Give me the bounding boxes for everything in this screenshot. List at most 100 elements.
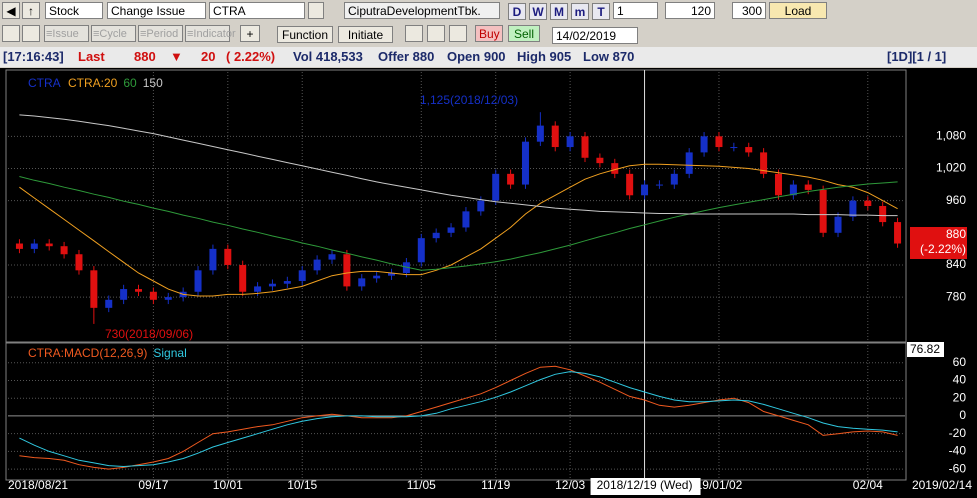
candle-body bbox=[566, 136, 574, 148]
candle-body bbox=[254, 286, 262, 292]
candle-body bbox=[626, 173, 634, 196]
candle-body bbox=[60, 246, 68, 255]
candle-body bbox=[477, 200, 485, 212]
candle-body bbox=[75, 254, 83, 271]
x-tick-label: 19/01/02 bbox=[696, 478, 743, 492]
candle-body bbox=[492, 173, 500, 201]
y-tick-label: 960 bbox=[946, 193, 966, 207]
y-tick-label: 1,080 bbox=[936, 128, 966, 142]
last-price: 880 bbox=[134, 49, 156, 64]
candle-body bbox=[402, 262, 410, 273]
candle-body bbox=[15, 243, 23, 249]
period-button[interactable]: T bbox=[592, 3, 610, 20]
candle-body bbox=[462, 211, 470, 228]
icon-button[interactable] bbox=[405, 25, 423, 42]
icon-button[interactable] bbox=[449, 25, 467, 42]
sell-button[interactable]: Sell bbox=[508, 25, 540, 42]
filter-button[interactable]: ≡Period bbox=[138, 25, 183, 42]
buy-button[interactable]: Buy bbox=[475, 25, 503, 42]
change-pct: ( 2.22%) bbox=[226, 49, 276, 64]
filter-button[interactable]: ≡Issue bbox=[44, 25, 89, 42]
x-tick-label: 2018/08/21 bbox=[8, 478, 68, 492]
filter-button[interactable]: ≡Cycle bbox=[91, 25, 136, 42]
count-input[interactable]: 300 bbox=[732, 2, 766, 19]
x-tick-label: 2019/02/14 bbox=[912, 478, 972, 492]
legend-entry: CTRA:MACD(12,26,9) bbox=[28, 346, 147, 360]
bars-input[interactable]: 120 bbox=[665, 2, 715, 19]
candle-body bbox=[551, 125, 559, 148]
candle-body bbox=[774, 173, 782, 196]
y-tick-label: 840 bbox=[946, 257, 966, 271]
open: Open 900 bbox=[447, 49, 506, 64]
company-name: CiputraDevelopmentTbk. bbox=[344, 2, 500, 19]
filter-button[interactable]: ≡Indicator bbox=[185, 25, 236, 42]
x-tick-label: 02/04 bbox=[853, 478, 883, 492]
price-tag bbox=[910, 227, 967, 259]
candle-body bbox=[149, 291, 157, 300]
moving-average-line bbox=[19, 163, 898, 297]
icon-button[interactable] bbox=[308, 2, 324, 19]
interval-select[interactable]: 1 bbox=[613, 2, 658, 19]
chart: 780 840 960 1,020 1,080 -60 -40 -20 0 20 40 60 CTRA C… bbox=[0, 68, 977, 498]
candle-body bbox=[45, 243, 53, 247]
volume: Vol 418,533 bbox=[293, 49, 363, 64]
view: [1D][1 / 1] bbox=[887, 49, 947, 64]
y-tick-label: -20 bbox=[949, 426, 967, 440]
date-input[interactable]: 14/02/2019 bbox=[552, 27, 638, 44]
status-bar: [17:16:43] Last 880 ▼ 20 ( 2.22%) Vol 41… bbox=[0, 47, 977, 67]
candle-body bbox=[685, 152, 693, 174]
candle-body bbox=[789, 184, 797, 196]
panel-frame bbox=[5, 342, 907, 481]
macd-tag bbox=[907, 342, 944, 357]
candle-body bbox=[194, 270, 202, 292]
candle-body bbox=[507, 173, 515, 185]
icon-button[interactable] bbox=[2, 25, 20, 42]
mode-select[interactable]: Change Issue bbox=[107, 2, 206, 19]
candle-body bbox=[209, 248, 217, 271]
time: [17:16:43] bbox=[3, 49, 64, 64]
icon-button[interactable]: + bbox=[240, 25, 260, 42]
x-tick-label: 11/05 bbox=[407, 478, 436, 492]
type-select[interactable]: Stock bbox=[45, 2, 103, 19]
load-button[interactable]: Load bbox=[769, 2, 827, 19]
candle-body bbox=[715, 136, 723, 148]
period-button[interactable]: m bbox=[571, 3, 589, 20]
code-input[interactable]: CTRA bbox=[209, 2, 305, 19]
last-price-tag: 880 bbox=[946, 227, 966, 241]
y-tick-label: 0 bbox=[959, 408, 966, 422]
candle-body bbox=[596, 157, 604, 164]
candle-body bbox=[388, 273, 396, 276]
initiate-button[interactable]: Initiate bbox=[338, 26, 393, 43]
panel-frame bbox=[5, 69, 907, 343]
legend-entry: Signal bbox=[153, 346, 186, 360]
icon-button[interactable] bbox=[22, 25, 40, 42]
candle-body bbox=[224, 248, 232, 265]
period-button[interactable]: D bbox=[508, 3, 526, 20]
candle-body bbox=[894, 222, 902, 244]
period-button[interactable]: M bbox=[550, 3, 568, 20]
period-button[interactable]: W bbox=[529, 3, 547, 20]
icon-button[interactable]: ↑ bbox=[22, 2, 40, 19]
candle-body bbox=[417, 238, 425, 263]
low: Low 870 bbox=[583, 49, 635, 64]
candle-body bbox=[536, 125, 544, 142]
crosshair-label: 2018/12/19 (Wed) bbox=[597, 478, 693, 492]
function-button[interactable]: Function bbox=[277, 26, 333, 43]
candle-body bbox=[581, 136, 589, 158]
x-tick-label: 11/19 bbox=[481, 478, 510, 492]
candle-body bbox=[849, 200, 857, 217]
icon-button[interactable]: ◀ bbox=[2, 2, 20, 19]
icon-button[interactable] bbox=[427, 25, 445, 42]
candle-body bbox=[745, 147, 753, 153]
candle-body bbox=[283, 281, 291, 284]
candle-body bbox=[864, 200, 872, 206]
candle-body bbox=[447, 227, 455, 233]
annotation: 730(2018/09/06) bbox=[105, 327, 193, 341]
legend-entry: CTRA:20 bbox=[68, 76, 118, 90]
candle-body bbox=[358, 278, 366, 287]
legend-entry: 60 bbox=[123, 76, 137, 90]
legend-entry: CTRA bbox=[28, 76, 61, 90]
candle-body bbox=[135, 289, 143, 292]
candle-body bbox=[655, 184, 663, 186]
